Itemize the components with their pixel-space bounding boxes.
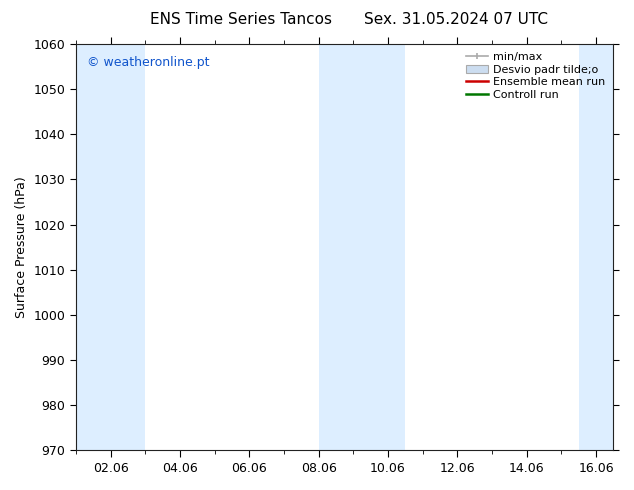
Legend: min/max, Desvio padr tilde;o, Ensemble mean run, Controll run: min/max, Desvio padr tilde;o, Ensemble m… [463,49,608,102]
Text: Sex. 31.05.2024 07 UTC: Sex. 31.05.2024 07 UTC [365,12,548,27]
Text: © weatheronline.pt: © weatheronline.pt [87,56,209,69]
Y-axis label: Surface Pressure (hPa): Surface Pressure (hPa) [15,176,28,318]
Bar [353,44,405,450]
Bar [110,44,145,450]
Text: ENS Time Series Tancos: ENS Time Series Tancos [150,12,332,27]
Bar [319,44,353,450]
Bar [76,44,110,450]
Bar [579,44,614,450]
